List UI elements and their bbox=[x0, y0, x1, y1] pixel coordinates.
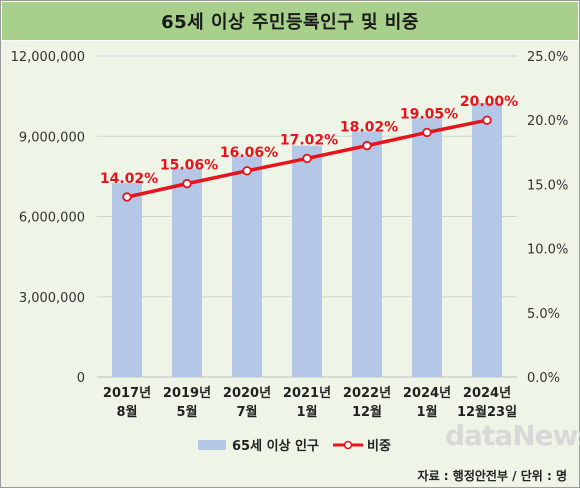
data-label: 16.06% bbox=[220, 145, 278, 161]
line-point bbox=[182, 178, 192, 189]
y-right-tick-label: 20.0% bbox=[527, 114, 568, 129]
x-tick-label: 1월 bbox=[416, 404, 437, 420]
line-point bbox=[482, 115, 492, 125]
legend-bar-swatch bbox=[198, 440, 226, 450]
bar bbox=[412, 117, 442, 378]
x-tick-label: 8월 bbox=[116, 404, 137, 420]
x-tick-label: 2022년 bbox=[343, 386, 391, 401]
x-tick-label: 2017년 bbox=[103, 386, 151, 401]
y-left-tick-label: 3,000,000 bbox=[19, 291, 85, 306]
source-note: 자료 : 행정안전부 / 단위 : 명 bbox=[417, 469, 567, 483]
x-tick-label: 2021년 bbox=[283, 386, 331, 401]
x-tick-label: 1월 bbox=[296, 404, 317, 420]
title-bar: 65세 이상 주민등록인구 및 비중 bbox=[2, 2, 578, 40]
legend-bar-label: 65세 이상 인구 bbox=[232, 438, 319, 454]
bar bbox=[352, 131, 382, 377]
y-left-tick-label: 6,000,000 bbox=[19, 211, 85, 226]
x-tick-label: 2019년 bbox=[163, 386, 211, 401]
y-left-tick-label: 0 bbox=[77, 371, 85, 386]
line-point bbox=[422, 127, 432, 138]
x-tick-label: 12월23일 bbox=[457, 404, 517, 420]
bar bbox=[232, 156, 262, 377]
x-tick-label: 2024년 bbox=[463, 386, 511, 401]
x-tick-label: 2024년 bbox=[403, 386, 451, 401]
bar bbox=[172, 168, 202, 377]
y-left-tick-label: 12,000,000 bbox=[11, 50, 85, 65]
data-label: 17.02% bbox=[280, 132, 338, 148]
data-label: 15.06% bbox=[160, 158, 218, 174]
y-left-tick-label: 9,000,000 bbox=[19, 130, 85, 145]
data-label: 14.02% bbox=[100, 171, 158, 187]
x-tick-label: 7월 bbox=[236, 404, 257, 420]
data-label: 19.05% bbox=[400, 106, 458, 122]
line-point bbox=[362, 140, 372, 151]
data-label: 20.00% bbox=[460, 94, 518, 110]
x-tick-label: 5월 bbox=[176, 404, 197, 420]
y-right-tick-label: 25.0% bbox=[527, 50, 568, 65]
y-right-tick-label: 5.0% bbox=[527, 307, 560, 322]
x-tick-label: 12월 bbox=[352, 404, 382, 420]
line-point bbox=[302, 153, 312, 164]
y-right-tick-label: 10.0% bbox=[527, 243, 568, 258]
bar bbox=[292, 145, 322, 377]
legend-line-label: 비중 bbox=[367, 439, 391, 454]
line-point bbox=[122, 192, 132, 202]
line-point bbox=[242, 166, 252, 176]
x-tick-label: 2020년 bbox=[223, 386, 271, 401]
y-right-tick-label: 15.0% bbox=[527, 178, 568, 193]
chart-title: 65세 이상 주민등록인구 및 비중 bbox=[161, 12, 419, 33]
bar bbox=[472, 103, 502, 377]
bar bbox=[112, 183, 142, 377]
watermark: dataNews bbox=[445, 419, 580, 452]
data-label: 18.02% bbox=[340, 120, 398, 136]
y-right-tick-label: 0.0% bbox=[527, 371, 560, 386]
legend-line-marker bbox=[343, 440, 353, 450]
